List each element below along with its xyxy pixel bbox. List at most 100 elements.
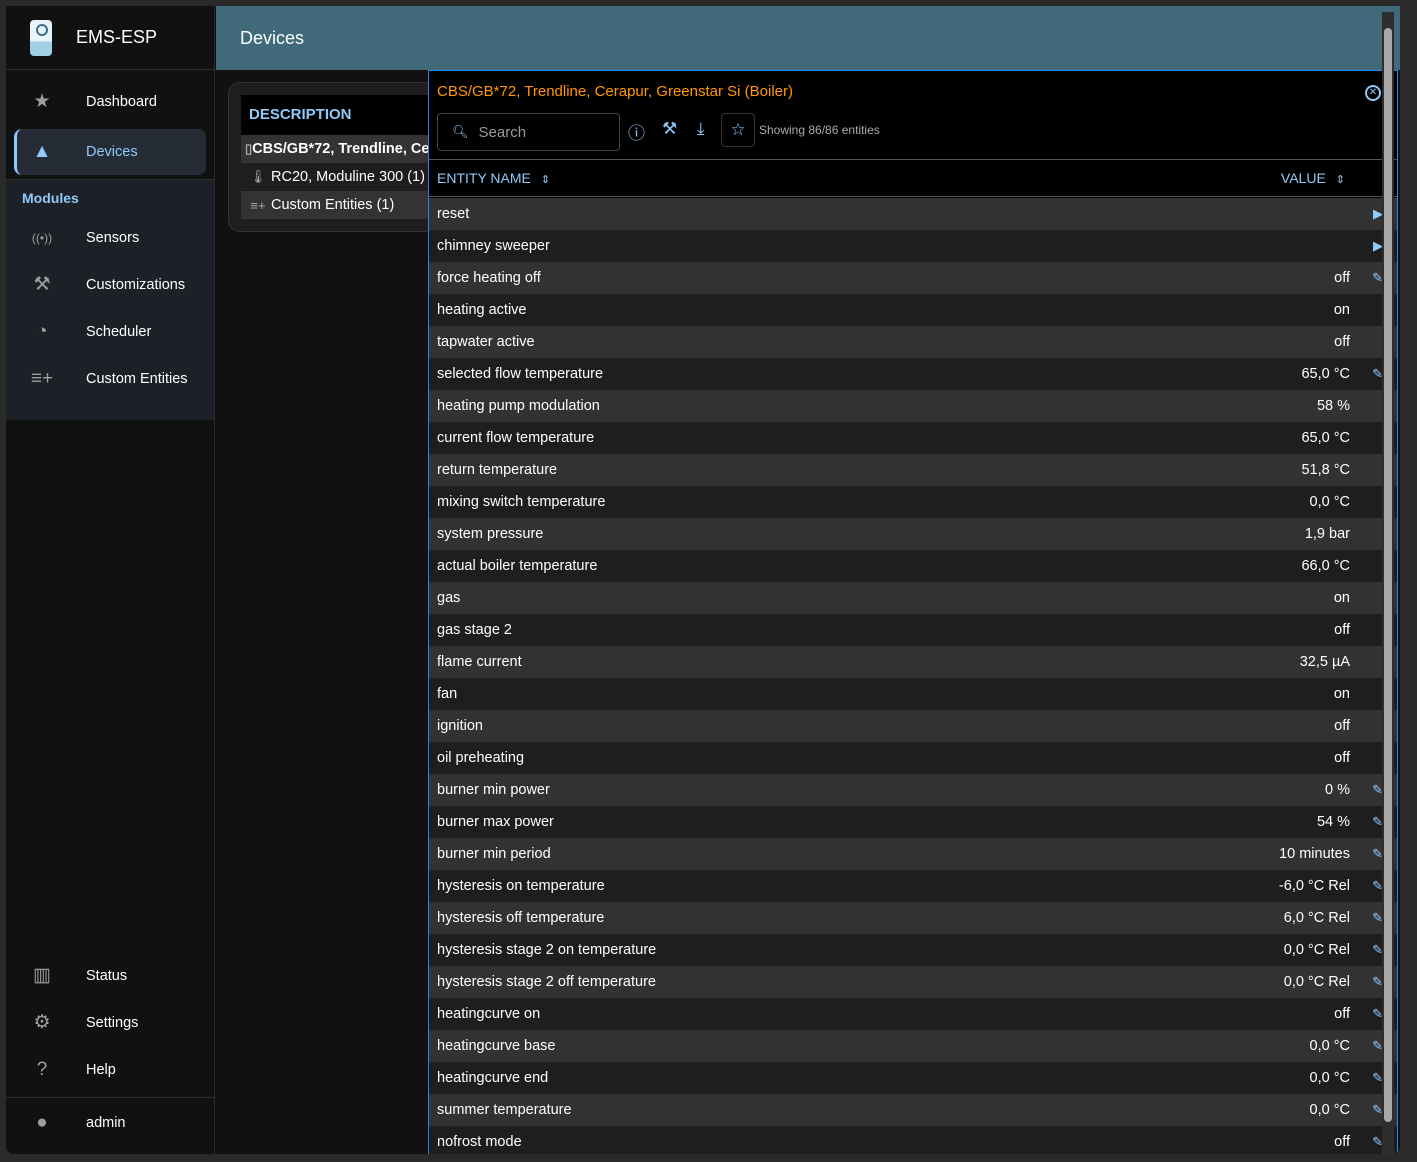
edit-icon[interactable]: ✎ [1372, 1102, 1383, 1117]
sidebar-item-status[interactable]: ▥ Status [6, 952, 215, 999]
edit-icon[interactable]: ✎ [1372, 814, 1383, 829]
thermostat-icon: 🌡 [249, 169, 267, 184]
table-row[interactable]: hysteresis stage 2 off temperature 0,0 °C… [429, 966, 1397, 998]
entity-name: chimney sweeper [437, 238, 550, 254]
table-row[interactable]: heatingcurve base 0,0 °C ✎ [429, 1030, 1397, 1062]
entity-value: off [1334, 1006, 1350, 1022]
entity-value: 58 % [1316, 398, 1350, 414]
entity-name: current flow temperature [437, 430, 595, 446]
table-row[interactable]: fan on [429, 678, 1397, 710]
edit-icon[interactable]: ✎ [1372, 366, 1383, 381]
shapes-icon: ▲ [32, 141, 52, 162]
table-row[interactable]: reset ▶ [429, 198, 1397, 230]
table-row[interactable]: flame current 32,5 µA [429, 646, 1397, 678]
entity-value: 54 % [1316, 814, 1350, 830]
sidebar-item-label: Customizations [86, 276, 186, 293]
account-icon: ● [36, 1112, 48, 1133]
entity-value: 1,9 bar [1304, 526, 1350, 542]
entity-name: hysteresis stage 2 on temperature [437, 942, 657, 958]
entity-name: reset [437, 206, 470, 222]
device-row-thermostat[interactable]: 🌡 RC20, Moduline 300 (1) [241, 163, 487, 191]
column-label: VALUE [1280, 170, 1326, 186]
sidebar-item-dashboard[interactable]: ★ Dashboard [6, 78, 214, 125]
table-row[interactable]: force heating off off ✎ [429, 262, 1397, 294]
table-row[interactable]: current flow temperature 65,0 °C [429, 422, 1397, 454]
table-row[interactable]: system pressure 1,9 bar [429, 518, 1397, 550]
sidebar-item-label: Help [86, 1061, 116, 1078]
entity-value: on [1333, 302, 1350, 318]
tools-icon[interactable]: ⚒ [662, 119, 678, 138]
entity-value: on [1333, 590, 1350, 606]
search-input[interactable]: 🔍︎ Search [437, 113, 620, 151]
edit-icon[interactable]: ✎ [1372, 974, 1383, 989]
star-outline-icon: ☆ [730, 120, 746, 139]
sort-entity-name[interactable]: ENTITY NAME ⇕ [437, 170, 550, 186]
table-row[interactable]: return temperature 51,8 °C [429, 454, 1397, 486]
table-row[interactable]: mixing switch temperature 0,0 °C [429, 486, 1397, 518]
sidebar-item-label: Settings [86, 1014, 139, 1031]
scrollbar[interactable] [1382, 12, 1394, 1154]
sidebar: EMS-ESP ★ Dashboard ▲ Devices Modules ((•)… [6, 6, 215, 1154]
edit-icon[interactable]: ✎ [1372, 1070, 1383, 1085]
entity-value: -6,0 °C Rel [1278, 878, 1350, 894]
edit-icon[interactable]: ✎ [1372, 910, 1383, 925]
sidebar-item-settings[interactable]: ⚙ Settings [6, 999, 215, 1046]
table-row[interactable]: heating pump modulation 58 % [429, 390, 1397, 422]
modules-heading: Modules [22, 190, 79, 206]
sidebar-item-scheduler[interactable]: ◔ Scheduler [6, 308, 214, 355]
edit-icon[interactable]: ✎ [1372, 878, 1383, 893]
scrollbar-thumb[interactable] [1384, 28, 1392, 1122]
page-title: Devices [240, 27, 305, 48]
table-row[interactable]: gas stage 2 off [429, 614, 1397, 646]
table-row[interactable]: tapwater active off [429, 326, 1397, 358]
table-row[interactable]: selected flow temperature 65,0 °C ✎ [429, 358, 1397, 390]
search-icon: 🔍︎ [452, 124, 469, 139]
table-row[interactable]: heating active on [429, 294, 1397, 326]
sort-value[interactable]: VALUE ⇕ [1281, 170, 1345, 186]
sidebar-item-customizations[interactable]: ⚒ Customizations [6, 261, 214, 308]
close-icon[interactable]: ✕ [1365, 85, 1381, 101]
entity-value: off [1334, 270, 1350, 286]
table-row[interactable]: burner min period 10 minutes ✎ [429, 838, 1397, 870]
play-icon[interactable]: ▶ [1373, 238, 1383, 253]
table-row[interactable]: gas on [429, 582, 1397, 614]
entity-value: 0,0 °C [1309, 494, 1350, 510]
table-row[interactable]: ignition off [429, 710, 1397, 742]
favorite-filter-button[interactable]: ☆ [721, 113, 755, 147]
table-row[interactable]: chimney sweeper ▶ [429, 230, 1397, 262]
play-icon[interactable]: ▶ [1373, 206, 1383, 221]
entity-name: heating active [437, 302, 527, 318]
sidebar-item-custom-entities[interactable]: ≡+ Custom Entities [6, 355, 214, 402]
edit-icon[interactable]: ✎ [1372, 1038, 1383, 1053]
user-menu[interactable]: ● admin [6, 1098, 215, 1148]
table-row[interactable]: burner max power 54 % ✎ [429, 806, 1397, 838]
entity-name: fan [437, 686, 458, 702]
table-row[interactable]: hysteresis stage 2 on temperature 0,0 °C … [429, 934, 1397, 966]
info-icon[interactable]: ⓘ [628, 124, 645, 143]
edit-icon[interactable]: ✎ [1372, 942, 1383, 957]
entity-value: 65,0 °C [1301, 430, 1350, 446]
sidebar-item-label: Dashboard [86, 93, 157, 110]
download-icon[interactable]: ⤓ [697, 119, 705, 138]
edit-icon[interactable]: ✎ [1372, 1134, 1383, 1149]
sidebar-item-help[interactable]: ? Help [6, 1046, 215, 1093]
edit-icon[interactable]: ✎ [1372, 846, 1383, 861]
table-row[interactable]: heatingcurve on off ✎ [429, 998, 1397, 1030]
table-row[interactable]: summer temperature 0,0 °C ✎ [429, 1094, 1397, 1126]
gear-icon: ⚙ [33, 1012, 51, 1033]
brand: EMS-ESP [6, 6, 214, 70]
entity-value: 6,0 °C Rel [1283, 910, 1350, 926]
table-row[interactable]: oil preheating off [429, 742, 1397, 774]
table-row[interactable]: hysteresis on temperature -6,0 °C Rel ✎ [429, 870, 1397, 902]
table-row[interactable]: heatingcurve end 0,0 °C ✎ [429, 1062, 1397, 1094]
table-row[interactable]: burner min power 0 % ✎ [429, 774, 1397, 806]
sidebar-item-devices[interactable]: ▲ Devices [14, 129, 206, 175]
edit-icon[interactable]: ✎ [1372, 270, 1383, 285]
edit-icon[interactable]: ✎ [1372, 782, 1383, 797]
table-row[interactable]: hysteresis off temperature 6,0 °C Rel ✎ [429, 902, 1397, 934]
sidebar-item-sensors[interactable]: ((•)) Sensors [6, 214, 214, 261]
edit-icon[interactable]: ✎ [1372, 1006, 1383, 1021]
device-label: RC20, Moduline 300 (1) [271, 169, 425, 185]
table-row[interactable]: nofrost mode off ✎ [429, 1126, 1397, 1154]
table-row[interactable]: actual boiler temperature 66,0 °C [429, 550, 1397, 582]
